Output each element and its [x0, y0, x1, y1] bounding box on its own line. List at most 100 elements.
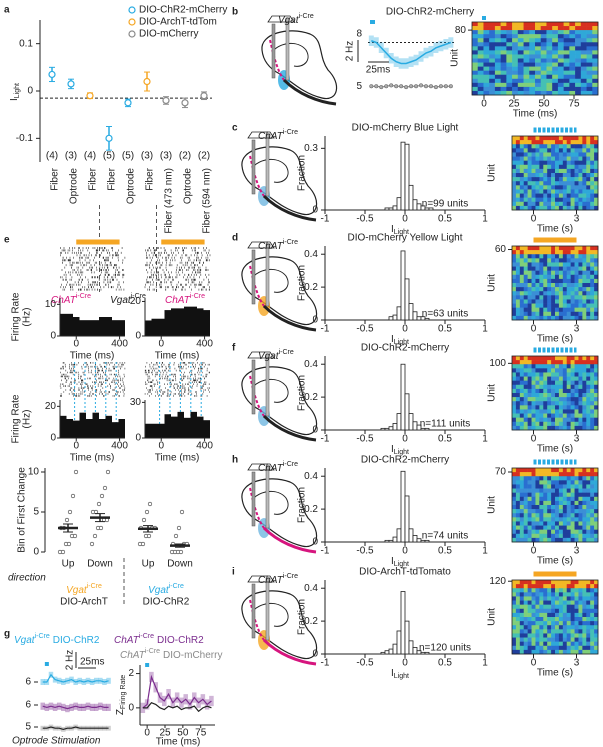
- heatmap-cell: [574, 500, 579, 506]
- heatmap-cell: [489, 26, 496, 31]
- y-tick-label: 5: [33, 507, 39, 518]
- heatmap-cell: [527, 311, 532, 317]
- heatmap-cell: [562, 588, 568, 593]
- psth-bar: [99, 419, 106, 438]
- heatmap-cell: [539, 612, 544, 618]
- heatmap-cell: [535, 468, 540, 473]
- heatmap-cell: [523, 173, 528, 178]
- heatmap-cell: [543, 393, 548, 398]
- heatmap-cell: [555, 496, 560, 502]
- heatmap-cell: [512, 78, 519, 84]
- panel-letter: f: [232, 343, 236, 354]
- heatmap-cell: [594, 173, 599, 178]
- heatmap-cell: [555, 368, 560, 373]
- heatmap-cell: [494, 74, 501, 80]
- heatmap-cell: [519, 287, 525, 292]
- heatmap-cell: [562, 156, 568, 161]
- heatmap-cell: [566, 492, 571, 498]
- heatmap-cell: [555, 492, 560, 498]
- heatmap-cell: [558, 517, 564, 522]
- heatmap-cell: [594, 393, 599, 398]
- heatmap-cell: [555, 356, 560, 361]
- heatmap-cell: [552, 26, 559, 31]
- heatmap-cell: [547, 484, 552, 489]
- heatmap-cell: [578, 299, 583, 304]
- heatmap-cell: [529, 74, 536, 80]
- heatmap-cell: [551, 380, 556, 386]
- heatmap-cell: [539, 185, 544, 190]
- heatmap-cell: [555, 291, 560, 296]
- heatmap-cell: [519, 629, 525, 634]
- heatmap-cell: [531, 484, 536, 489]
- brain-schematic: [241, 463, 318, 554]
- fiber: [265, 243, 270, 307]
- heatmap-cell: [566, 633, 571, 638]
- heatmap-cell: [590, 173, 595, 178]
- heatmap-cell: [539, 484, 544, 489]
- heatmap-cell: [586, 299, 591, 304]
- heatmap-cell: [512, 621, 517, 626]
- y-axis-label: Fraction: [297, 487, 308, 523]
- heatmap-cell: [582, 417, 587, 423]
- heatmap-cell: [535, 388, 540, 394]
- heatmap-cell: [512, 168, 517, 174]
- heatmap-cell: [543, 425, 548, 431]
- y-axis-label-sub: Firing Rate: [120, 675, 127, 709]
- heatmap-cell: [531, 278, 536, 284]
- heatmap-cell: [519, 274, 525, 280]
- heatmap-cell: [519, 160, 525, 166]
- x-tick-label: 0: [158, 441, 164, 452]
- heatmap-cell: [586, 625, 591, 630]
- heatmap-cell: [527, 629, 532, 634]
- heatmap-cell: [582, 303, 587, 308]
- mean-marker: [48, 70, 56, 79]
- heatmap-cell: [539, 160, 544, 166]
- x-tick-label: 0: [73, 339, 79, 350]
- heatmap-cell: [539, 596, 544, 601]
- heatmap-cell: [582, 262, 587, 267]
- heatmap-cell: [570, 492, 575, 498]
- genotype-label: ChATi-Cre: [258, 573, 298, 586]
- heatmap-cell: [558, 584, 564, 589]
- heatmap-cell: [552, 86, 559, 92]
- heatmap-cell: [566, 405, 571, 410]
- heatmap-cell: [547, 621, 552, 626]
- heatmap-cell: [586, 246, 591, 251]
- heatmap-cell: [566, 384, 571, 390]
- heatmap-cell: [512, 405, 517, 410]
- heatmap-cell: [555, 372, 560, 377]
- control-marker: [384, 84, 389, 89]
- probe: [271, 23, 276, 79]
- heatmap-cell: [529, 86, 536, 92]
- heatmap-cell: [586, 476, 591, 481]
- heatmap-cell: [551, 633, 556, 638]
- heatmap-cell: [523, 205, 528, 211]
- heatmap-cell: [566, 250, 571, 255]
- heatmap-cell: [540, 50, 547, 55]
- heatmap-cell: [547, 295, 552, 300]
- category-label: Down: [87, 559, 113, 570]
- heatmap-cell: [515, 181, 521, 186]
- heatmap-cell: [570, 303, 575, 308]
- heatmap-cell: [574, 608, 579, 614]
- mean-marker: [86, 92, 94, 100]
- heatmap-cell: [535, 262, 540, 267]
- heatmap-cell: [557, 74, 564, 80]
- heatmap-cell: [566, 303, 571, 308]
- heatmap-cell: [558, 181, 564, 186]
- heatmap-cell: [535, 38, 542, 43]
- heatmap-cell: [515, 629, 521, 634]
- heatmap-cell: [555, 529, 560, 535]
- heatmap-cell: [562, 617, 568, 622]
- heatmap-cell: [539, 621, 544, 626]
- heatmap-cell: [523, 488, 528, 493]
- heatmap-cell: [558, 649, 564, 655]
- heatmap-cell: [562, 513, 568, 518]
- heatmap-cell: [527, 488, 532, 493]
- heatmap-cell: [500, 90, 507, 96]
- heatmap-cell: [586, 472, 591, 477]
- heatmap-cell: [539, 584, 544, 589]
- heatmap-cell: [594, 608, 599, 614]
- heatmap-cell: [535, 315, 540, 321]
- heatmap-cell: [506, 58, 513, 63]
